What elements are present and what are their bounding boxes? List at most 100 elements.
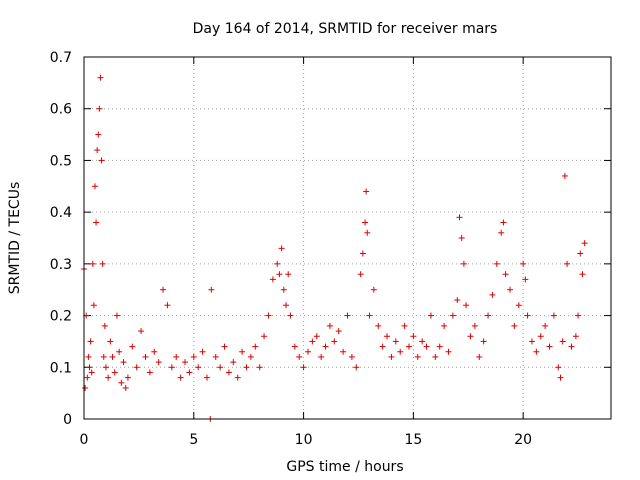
data-point <box>138 328 145 335</box>
y-tick-label: 0.1 <box>50 360 72 376</box>
data-point <box>432 353 439 360</box>
data-point <box>493 260 500 267</box>
data-point <box>287 312 294 319</box>
data-point <box>419 338 426 345</box>
data-point <box>261 333 268 340</box>
data-point <box>572 333 579 340</box>
data-point <box>164 302 171 309</box>
data-point <box>155 359 162 366</box>
data-point <box>575 312 582 319</box>
data-point <box>160 286 167 293</box>
data-point <box>111 369 118 376</box>
data-point <box>397 348 404 355</box>
y-tick-label: 0.4 <box>50 205 72 221</box>
data-point <box>186 369 193 376</box>
grid <box>84 57 611 419</box>
plot-frame <box>83 56 612 420</box>
data-point <box>122 384 129 391</box>
data-point <box>86 364 93 371</box>
data-point <box>313 333 320 340</box>
y-tick-label: 0 <box>63 412 72 428</box>
data-point <box>280 286 287 293</box>
data-point <box>278 245 285 252</box>
data-point <box>476 353 483 360</box>
data-point <box>142 353 149 360</box>
data-point <box>489 291 496 298</box>
data-point <box>579 271 586 278</box>
data-point <box>463 302 470 309</box>
data-point <box>471 322 478 329</box>
data-point <box>309 338 316 345</box>
x-tick-label: 10 <box>295 432 313 448</box>
data-point <box>93 219 100 226</box>
data-point <box>304 348 311 355</box>
data-point <box>357 271 364 278</box>
x-axis-label: GPS time / hours <box>286 459 403 475</box>
x-tick-label: 20 <box>514 432 532 448</box>
data-point <box>225 369 232 376</box>
y-tick-label: 0.2 <box>50 309 72 325</box>
data-point <box>296 353 303 360</box>
data-point <box>90 302 97 309</box>
data-point <box>555 364 562 371</box>
data-point <box>331 338 338 345</box>
data-point <box>269 276 276 283</box>
data-point <box>344 312 351 319</box>
y-tick-label: 0.7 <box>50 50 72 66</box>
data-point <box>177 374 184 381</box>
data-point <box>99 260 106 267</box>
data-point <box>375 322 382 329</box>
data-point <box>120 359 127 366</box>
data-point <box>212 353 219 360</box>
data-point <box>524 312 531 319</box>
data-point <box>401 322 408 329</box>
x-tick-label: 15 <box>404 432 422 448</box>
data-point <box>363 188 370 195</box>
data-point <box>500 219 507 226</box>
data-point <box>203 374 210 381</box>
data-point <box>364 229 371 236</box>
x-tick-label: 5 <box>189 432 198 448</box>
data-point <box>300 364 307 371</box>
data-point <box>82 384 89 391</box>
data-point <box>182 359 189 366</box>
data-point <box>366 312 373 319</box>
data-point <box>276 271 283 278</box>
data-point <box>291 343 298 350</box>
data-point <box>168 364 175 371</box>
data-point <box>94 147 101 154</box>
data-point <box>195 364 202 371</box>
data-point <box>533 348 540 355</box>
data-point <box>146 369 153 376</box>
data-point <box>528 338 535 345</box>
data-points <box>81 74 588 422</box>
data-point <box>436 343 443 350</box>
data-point <box>285 271 292 278</box>
data-point <box>340 348 347 355</box>
data-point <box>88 369 95 376</box>
data-point <box>362 219 369 226</box>
data-point <box>113 312 120 319</box>
data-point <box>568 343 575 350</box>
data-point <box>87 338 94 345</box>
data-point <box>124 374 131 381</box>
data-point <box>318 353 325 360</box>
data-point <box>335 328 342 335</box>
data-point <box>105 374 112 381</box>
data-point <box>217 364 224 371</box>
data-point <box>456 214 463 221</box>
data-point <box>502 271 509 278</box>
data-point <box>95 131 102 138</box>
data-point <box>480 338 487 345</box>
data-point <box>230 359 237 366</box>
data-point <box>370 286 377 293</box>
data-point <box>98 157 105 164</box>
data-point <box>359 250 366 257</box>
data-point <box>537 333 544 340</box>
data-point <box>283 302 290 309</box>
data-point <box>458 235 465 241</box>
data-point <box>102 364 109 371</box>
data-point <box>274 260 281 267</box>
data-point <box>557 374 564 381</box>
chart-title: Day 164 of 2014, SRMTID for receiver mar… <box>193 21 498 37</box>
